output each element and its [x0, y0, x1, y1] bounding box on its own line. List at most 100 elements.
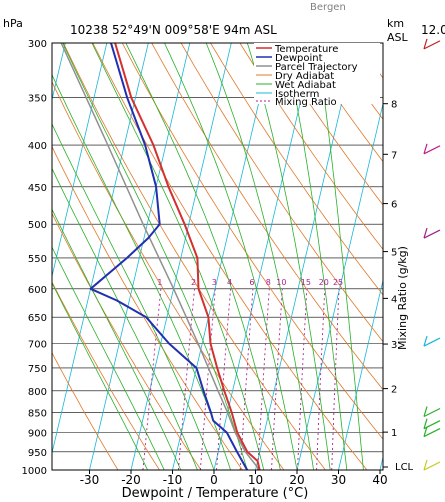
x-tick-label: 10 [248, 473, 263, 487]
legend: Temperature Dewpoint Parcel Trajectory D… [254, 43, 380, 108]
mixing-ratio-axis-label: Mixing Ratio (g/kg) [396, 246, 409, 350]
profile-lines: 1 2 3 4 6 8 10 15 20 25 [60, 43, 343, 470]
isotherm-line [296, 102, 383, 470]
mixing-ratio-label: 1 [157, 278, 162, 287]
legend-label-dewpoint: Dewpoint [275, 53, 323, 64]
wet-adiabat-line [246, 43, 331, 470]
dry-adiabat-line [327, 43, 383, 120]
wind-barb-flag [423, 227, 428, 239]
altitude-tick-label: 8 [391, 100, 397, 111]
mixing-ratio-line [271, 288, 283, 470]
wet-adiabat-line [125, 43, 281, 470]
altitude-tick-label: 2 [391, 385, 397, 396]
pressure-tick-label: 800 [28, 387, 47, 398]
altitude-tick-label: 4 [391, 294, 397, 305]
wet-adiabat-line [205, 43, 314, 470]
x-tick-label: 40 [372, 473, 387, 487]
dry-adiabat-line [180, 43, 383, 343]
legend-label-parcel: Parcel Trajectory [275, 62, 358, 73]
x-tick-label: 20 [289, 473, 304, 487]
alt-unit-km: km [387, 17, 404, 30]
dry-adiabat-line [52, 281, 160, 470]
isotherm-line [422, 43, 445, 470]
pressure-tick-label: 400 [28, 141, 47, 152]
wind-barb-flag [423, 406, 428, 417]
pressure-tick-label: 650 [28, 313, 47, 324]
wind-barbs [423, 38, 441, 471]
wind-barb-staff [423, 145, 441, 155]
wind-barb-flag [423, 38, 428, 50]
profile-dewpoint [89, 43, 249, 470]
wet-adiabat-line [164, 43, 298, 470]
dry-adiabat-line [298, 43, 383, 163]
pressure-tick-label: 600 [28, 285, 47, 296]
time-partial: 12.0 [421, 23, 445, 37]
plot-frame [51, 42, 384, 471]
pressure-tick-label: 300 [28, 39, 47, 50]
altitude-tick-label: 7 [391, 150, 397, 161]
legend-label-wet-adiabat: Wet Adiabat [275, 80, 336, 91]
dry-adiabat-line [269, 43, 383, 206]
alt-unit-asl: ASL [387, 31, 409, 44]
profile-temperature [114, 43, 261, 470]
x-axis-label: Dewpoint / Temperature (°C) [122, 486, 309, 501]
dry-adiabat-line [121, 43, 383, 440]
x-tick-label: -20 [121, 473, 141, 487]
altitude-tick-label: 3 [391, 340, 397, 351]
altitude-tick-label: 1 [391, 428, 397, 439]
x-tick-label: -30 [80, 473, 100, 487]
mixing-ratio-label: 25 [333, 278, 343, 287]
pressure-tick-label: 900 [28, 429, 47, 440]
wind-barb-flag [423, 426, 428, 437]
grid-lines [52, 43, 445, 470]
mixing-ratio-line [297, 288, 308, 470]
dry-adiabat-line [52, 212, 202, 470]
wet-adiabat-line [316, 43, 364, 470]
wet-adiabat-line [62, 43, 248, 470]
isotherm-line [213, 43, 315, 470]
wind-barb-flag [423, 418, 428, 429]
dry-adiabat-line [210, 43, 383, 296]
wind-barb-flag [423, 335, 428, 347]
wind-barb-staff [423, 428, 441, 438]
altitude-tick-label: 6 [391, 200, 397, 211]
isotherm-line [172, 43, 274, 470]
site-name: Bergen [310, 2, 346, 13]
wind-barb-staff [423, 229, 441, 239]
pressure-tick-label: 700 [28, 340, 47, 351]
pressure-tick-label: 950 [28, 448, 47, 459]
dry-adiabat-line [151, 43, 383, 391]
dry-adiabat-line [52, 145, 243, 470]
pressure-tick-label: 550 [28, 254, 47, 265]
profile-parcel-trajectory [60, 43, 261, 470]
wet-adiabat-line [52, 282, 148, 470]
mixing-ratio-label: 15 [301, 278, 311, 287]
isotherm-line [52, 43, 149, 455]
x-tick-label: 30 [331, 473, 346, 487]
isotherm-line [379, 455, 383, 470]
wet-adiabat-line [52, 73, 231, 470]
lcl-label: LCL [395, 462, 414, 473]
wet-adiabat-line [52, 246, 165, 470]
wet-adiabat-line [52, 208, 182, 470]
wind-barb-staff [423, 40, 441, 50]
mixing-ratio-label: 20 [319, 278, 329, 287]
pressure-tick-label: 750 [28, 364, 47, 375]
p-unit: hPa [3, 17, 23, 30]
dry-adiabat-line [417, 43, 445, 470]
mixing-ratio-label: 6 [249, 278, 254, 287]
dry-adiabat-line [239, 43, 383, 251]
wind-barb-flag [423, 459, 428, 471]
x-tick-label: -10 [163, 473, 183, 487]
isotherm-line [89, 43, 191, 470]
altitude-tick-label: 5 [391, 248, 397, 259]
x-tick-label: 0 [210, 473, 218, 487]
wind-barb-staff [423, 407, 441, 418]
pressure-tick-label: 850 [28, 408, 47, 419]
mixing-ratio-label: 2 [191, 278, 196, 287]
isotherm-line [255, 43, 357, 470]
wind-barb-flag [423, 143, 428, 154]
wet-adiabat-line [52, 167, 198, 470]
wet-adiabat-line [52, 123, 215, 470]
